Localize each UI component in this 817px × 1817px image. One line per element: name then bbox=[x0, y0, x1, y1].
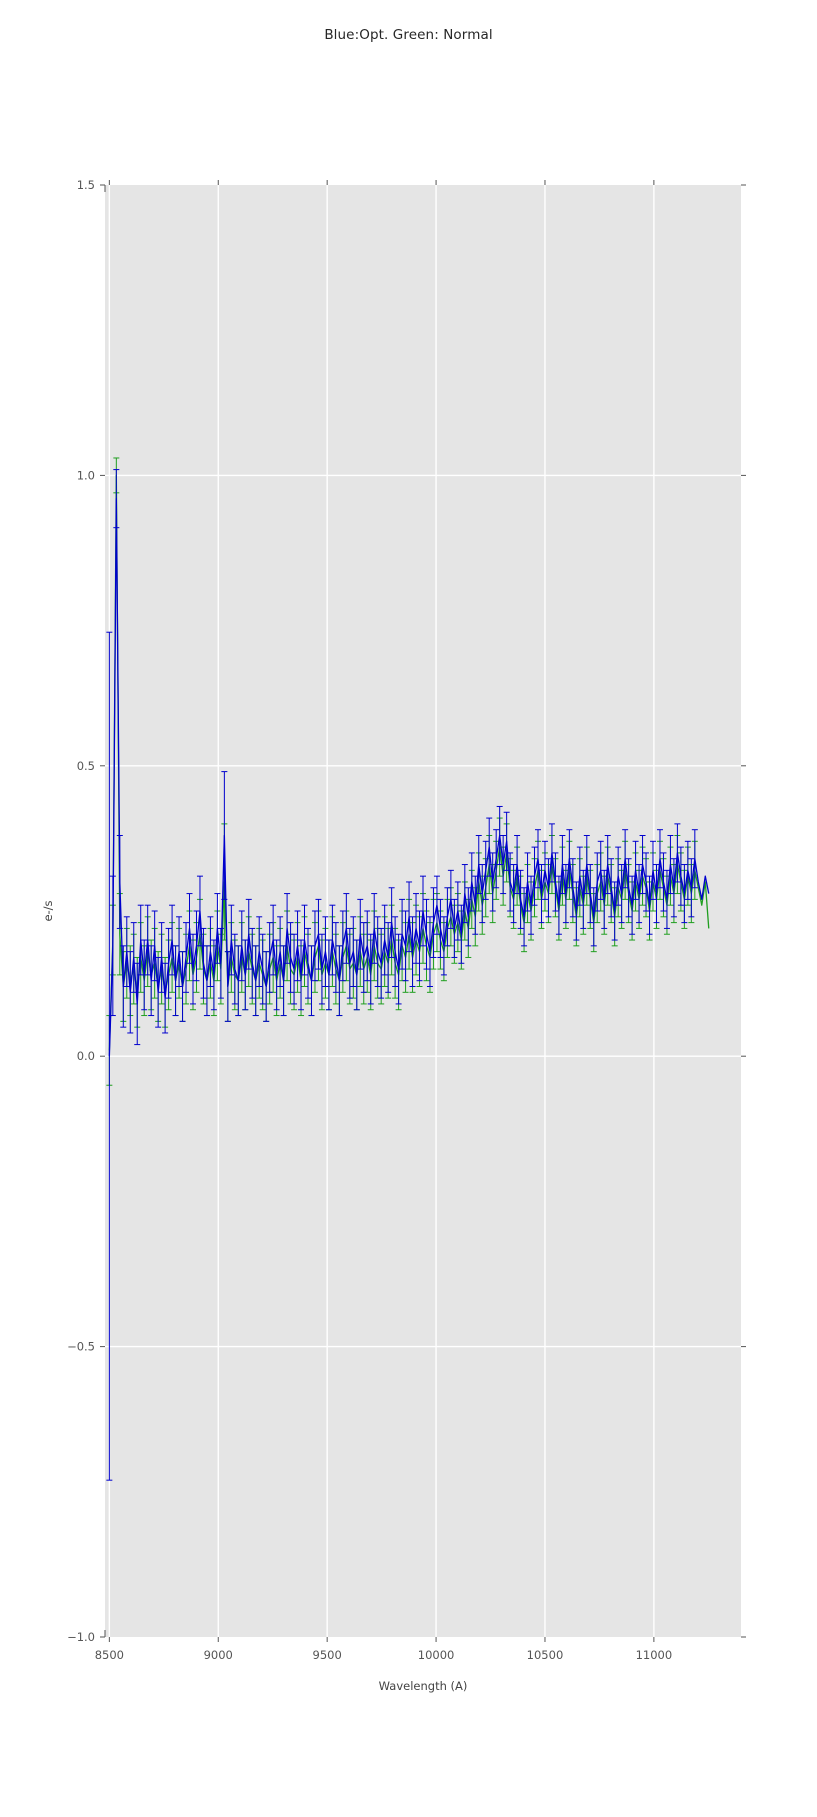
x-tick-label: 9000 bbox=[204, 1648, 233, 1662]
y-tick-label: 1.0 bbox=[77, 468, 95, 482]
axis-ticks bbox=[100, 180, 746, 1642]
data-series-group bbox=[106, 457, 710, 1481]
chart-title: Blue:Opt. Green: Normal bbox=[324, 27, 493, 43]
series-opt bbox=[106, 469, 710, 1481]
x-tick-label: 8500 bbox=[95, 1648, 124, 1662]
x-tick-label: 10000 bbox=[418, 1648, 455, 1662]
series-line bbox=[108, 497, 710, 1057]
y-tick-label: 0.0 bbox=[77, 1049, 95, 1063]
y-axis-title: e-/s bbox=[41, 900, 55, 921]
x-tick-label: 10500 bbox=[527, 1648, 564, 1662]
x-axis-title: Wavelength (A) bbox=[379, 1679, 468, 1693]
axis-labels: −1.0 −0.5 0.0 0.5 1.0 1.5 8500 9000 9500 10000 105… bbox=[41, 178, 672, 1693]
y-tick-label: 0.5 bbox=[77, 759, 95, 773]
x-tick-label: 9500 bbox=[313, 1648, 342, 1662]
y-tick-label: −0.5 bbox=[67, 1340, 95, 1354]
x-tick-label: 11000 bbox=[636, 1648, 673, 1662]
y-tick-label: 1.5 bbox=[77, 178, 95, 192]
y-tick-label: −1.0 bbox=[67, 1630, 95, 1644]
